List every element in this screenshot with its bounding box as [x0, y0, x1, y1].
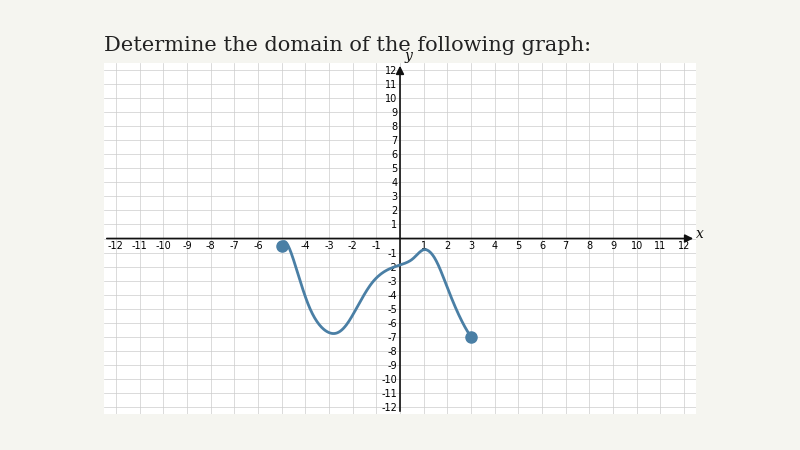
Text: x: x — [696, 227, 704, 241]
Text: Determine the domain of the following graph:: Determine the domain of the following gr… — [104, 36, 591, 55]
Text: y: y — [404, 49, 412, 63]
